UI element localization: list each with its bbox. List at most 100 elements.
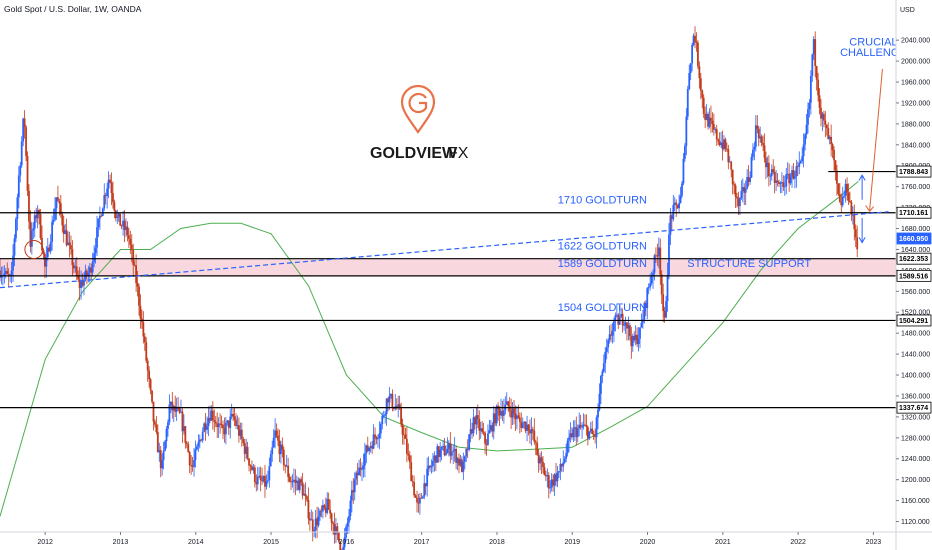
annotation-label: 1622 GOLDTURN [558, 240, 647, 252]
candle-body [240, 429, 243, 439]
candle-body [125, 226, 127, 230]
candle-body [443, 445, 446, 456]
price-tag[interactable] [896, 165, 932, 178]
candle-body [721, 142, 724, 150]
candle-body [298, 479, 301, 491]
candle-body [130, 244, 133, 250]
price-tag[interactable] [896, 314, 932, 327]
candle-body [560, 464, 563, 467]
candle-body [655, 255, 657, 257]
candle-body [42, 250, 45, 254]
candle-body [222, 424, 224, 429]
candle-body [227, 420, 230, 428]
candle-body [626, 322, 628, 329]
candle-body [70, 245, 72, 250]
candle-body [449, 443, 452, 456]
candle-body [566, 440, 569, 454]
price-tag-layer: 1788.843 1710.161 1660.950 1622.353 1589.516… [896, 165, 932, 414]
candle-body [116, 216, 119, 219]
candle-body [319, 510, 321, 517]
candle-body [77, 275, 80, 280]
candle-body [494, 413, 497, 424]
candle-body [733, 184, 736, 186]
price-tag[interactable] [896, 232, 932, 245]
candle-body [853, 214, 856, 230]
candle-body [154, 421, 156, 425]
candle-body [598, 393, 601, 410]
candle-body [41, 237, 43, 251]
candle-body [22, 118, 25, 142]
candle-body [568, 437, 570, 441]
candle-body [359, 467, 362, 470]
up-arrow-head-icon [858, 174, 866, 181]
candle-body [604, 351, 607, 364]
candle-body [670, 215, 673, 220]
candle-body [19, 165, 22, 176]
candle-body [710, 117, 712, 121]
candle-body [54, 208, 56, 220]
annotation-label: 1589 GOLDTURN [558, 258, 647, 270]
candle-body [540, 457, 543, 462]
candle-body [812, 39, 815, 55]
x-tick-label: 2023 [866, 539, 882, 546]
candle-body [417, 502, 420, 504]
candle-body [702, 97, 705, 114]
candle-body [191, 465, 194, 467]
candle-body [249, 465, 252, 467]
candle-body [753, 146, 756, 150]
candle-body [327, 498, 330, 510]
candle-body [33, 215, 36, 229]
price-tag-label: 1710.161 [899, 210, 928, 217]
candle-body [531, 429, 534, 431]
candle-body [426, 468, 429, 487]
candle-body [387, 398, 389, 403]
candle-body [634, 334, 637, 341]
candle-body [353, 479, 356, 493]
candle-body [323, 505, 326, 508]
candle-body [429, 465, 431, 468]
candle-body [478, 418, 481, 431]
candle-body [572, 428, 575, 438]
candle-body [423, 483, 426, 497]
arrow-layer [858, 68, 883, 244]
candle-body [659, 247, 662, 275]
candle-body [556, 472, 559, 482]
candle-body [99, 215, 101, 219]
trendline-layer [0, 211, 889, 289]
candle-body [611, 330, 614, 336]
candle-body [529, 430, 531, 434]
annotation-label: CHALLENGE [840, 47, 907, 59]
price-tag[interactable] [896, 252, 932, 265]
candle-body [463, 456, 466, 462]
price-tag[interactable] [896, 269, 932, 282]
candle-body [174, 405, 177, 412]
candle-body [275, 430, 278, 436]
candle-body [291, 480, 294, 483]
price-tag[interactable] [896, 206, 932, 219]
candle-body [414, 495, 417, 498]
y-tick-label: 1640.000 [901, 247, 930, 254]
candle-body [119, 213, 122, 226]
candle-body [474, 417, 476, 425]
candle-body [789, 176, 792, 184]
candle-body [152, 401, 155, 422]
candle-body [238, 425, 240, 436]
price-tag[interactable] [896, 401, 932, 414]
candle-body [112, 193, 114, 203]
candle-body [81, 281, 84, 286]
candle-body [295, 480, 298, 483]
candle-body [534, 441, 537, 443]
candle-body [773, 172, 776, 183]
x-tick-label: 2017 [414, 539, 430, 546]
candle-body [253, 467, 256, 483]
candle-body [0, 270, 1, 278]
candle-body [243, 443, 246, 454]
candle-body [182, 426, 185, 432]
candle-body [146, 360, 149, 371]
candle-body [558, 471, 560, 473]
candle-body [185, 442, 188, 445]
candle-body [93, 253, 96, 262]
candle-body [536, 442, 539, 456]
annotation-label: CRUCIAL [849, 36, 897, 48]
